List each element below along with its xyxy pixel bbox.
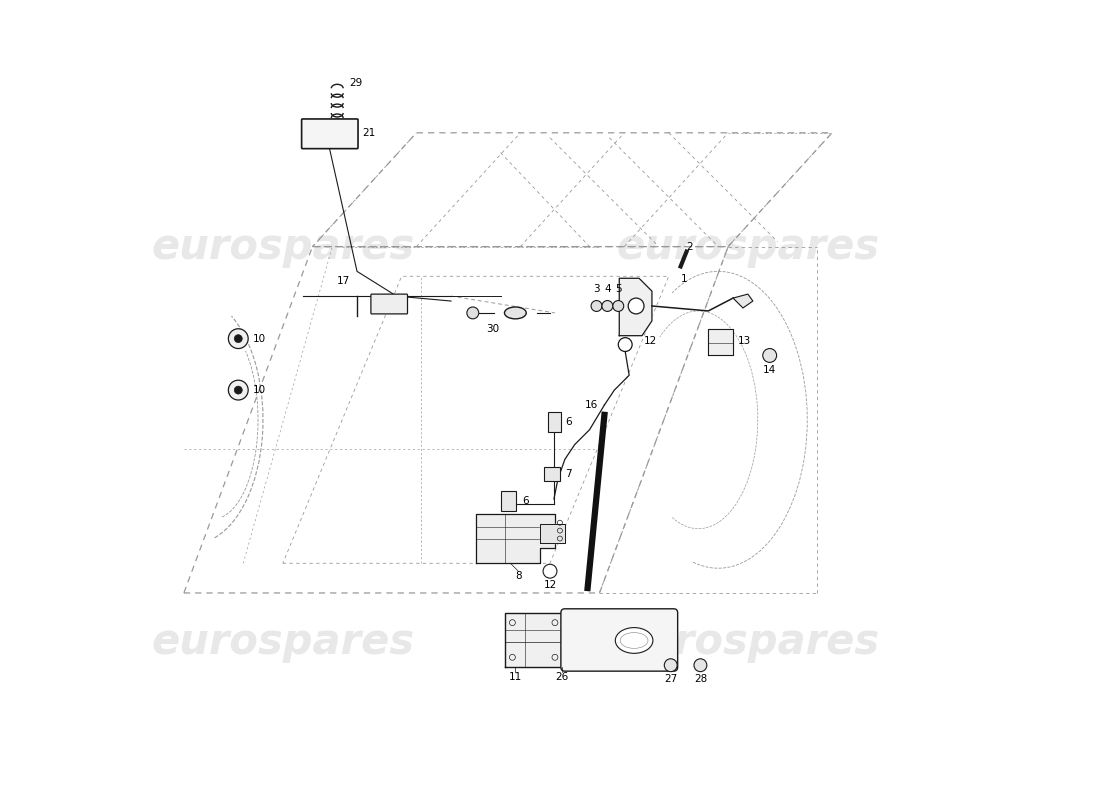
Text: 21: 21: [362, 128, 375, 138]
Circle shape: [694, 658, 707, 672]
Text: 10: 10: [253, 334, 266, 344]
Circle shape: [229, 329, 249, 349]
Polygon shape: [733, 294, 752, 308]
Text: 10: 10: [253, 385, 266, 395]
Circle shape: [613, 301, 624, 311]
Text: 11: 11: [508, 672, 522, 682]
Text: 3: 3: [593, 284, 600, 294]
Polygon shape: [708, 329, 733, 355]
FancyBboxPatch shape: [500, 491, 516, 511]
FancyBboxPatch shape: [548, 412, 561, 432]
Circle shape: [602, 301, 613, 311]
Circle shape: [466, 307, 478, 319]
Circle shape: [234, 334, 242, 342]
FancyBboxPatch shape: [371, 294, 407, 314]
Text: 26: 26: [556, 672, 569, 682]
Text: 12: 12: [644, 336, 658, 346]
FancyBboxPatch shape: [544, 467, 560, 481]
Polygon shape: [619, 278, 652, 336]
Text: eurospares: eurospares: [616, 226, 880, 268]
Text: 6: 6: [522, 496, 529, 506]
Circle shape: [591, 301, 602, 311]
Text: 1: 1: [681, 274, 688, 284]
Circle shape: [664, 658, 678, 672]
Text: 16: 16: [584, 400, 598, 410]
Text: 17: 17: [338, 276, 351, 286]
FancyBboxPatch shape: [561, 609, 678, 671]
Ellipse shape: [505, 307, 526, 319]
Polygon shape: [476, 514, 554, 563]
Text: eurospares: eurospares: [616, 622, 880, 663]
Circle shape: [234, 386, 242, 394]
Text: 30: 30: [486, 324, 498, 334]
Text: 14: 14: [763, 366, 777, 375]
Text: 28: 28: [694, 674, 707, 684]
Polygon shape: [506, 613, 564, 667]
Polygon shape: [540, 524, 564, 543]
Circle shape: [229, 380, 249, 400]
Text: 2: 2: [686, 242, 693, 252]
Text: eurospares: eurospares: [152, 622, 415, 663]
Text: 6: 6: [564, 417, 572, 426]
FancyBboxPatch shape: [301, 119, 358, 149]
Circle shape: [762, 349, 777, 362]
Text: 4: 4: [604, 284, 611, 294]
Text: eurospares: eurospares: [152, 226, 415, 268]
Text: 5: 5: [615, 284, 622, 294]
Text: 29: 29: [349, 78, 362, 88]
Text: 7: 7: [564, 470, 572, 479]
Text: 12: 12: [543, 580, 557, 590]
Text: 13: 13: [738, 336, 751, 346]
Text: 8: 8: [515, 571, 521, 581]
Circle shape: [628, 298, 643, 314]
Text: 27: 27: [664, 674, 678, 684]
Ellipse shape: [615, 628, 653, 654]
